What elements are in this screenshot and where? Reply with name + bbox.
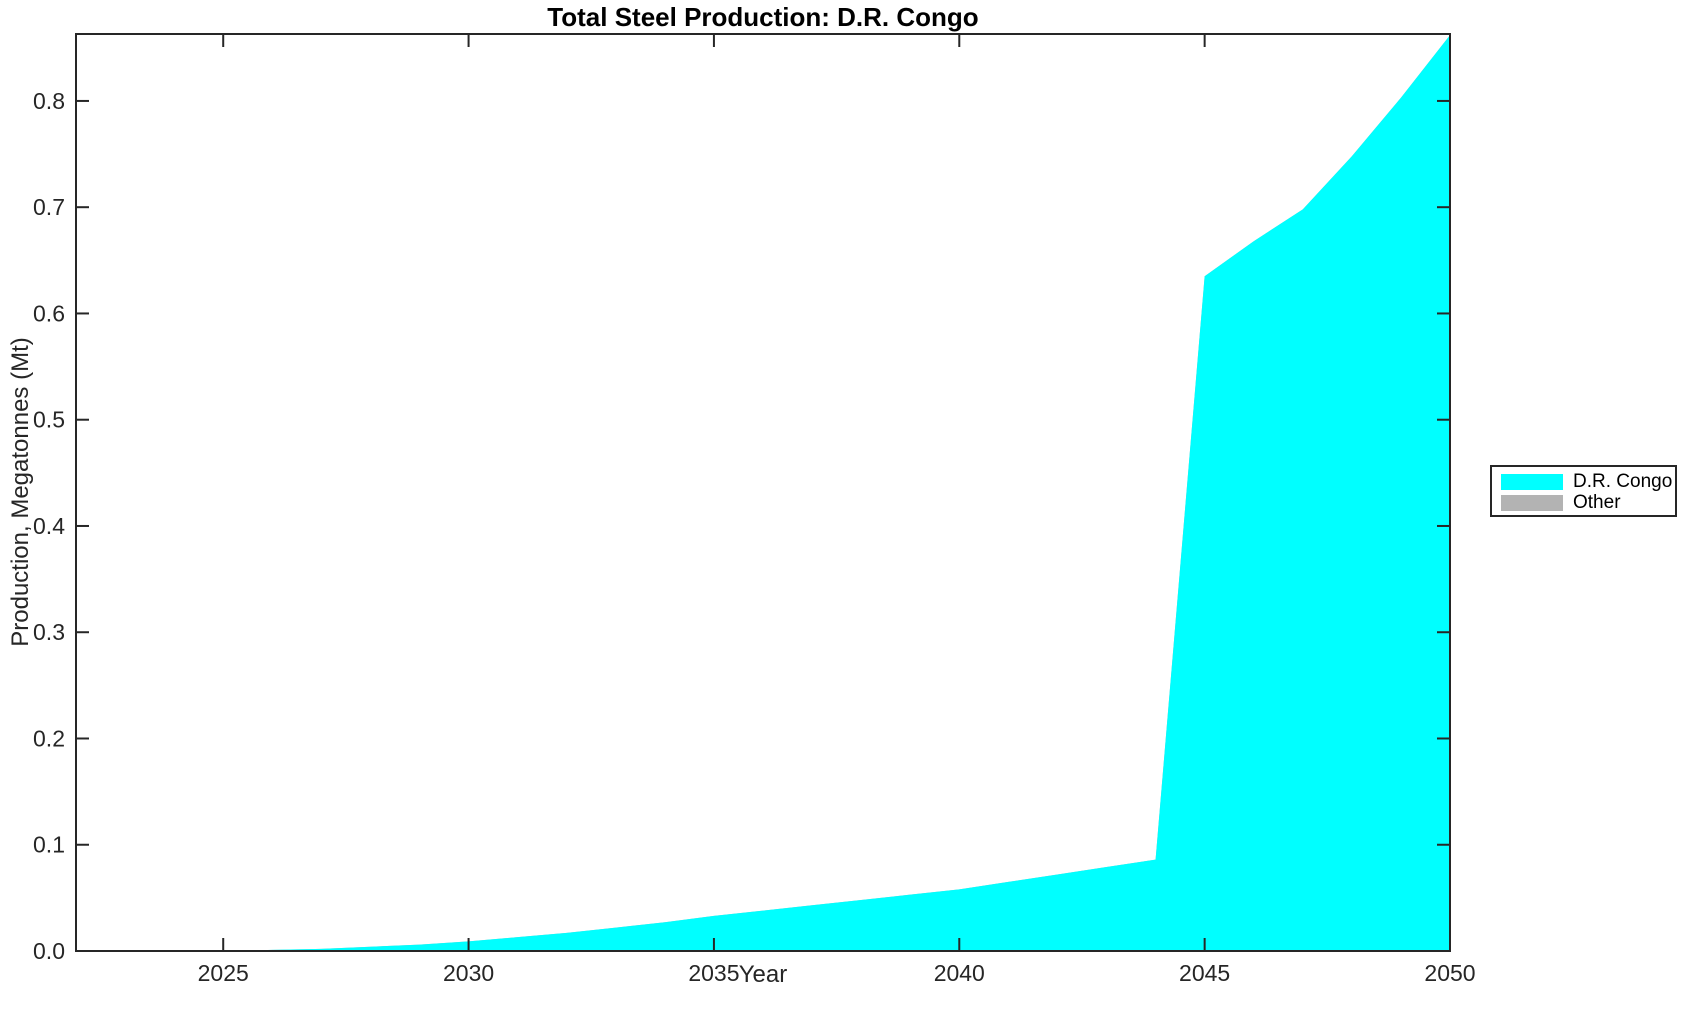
x-tick-label: 2025: [198, 960, 249, 986]
tick-label-layer: 2025 2030 2035 2040 2045 2050 0.0 0.1 0.2 0.3 0.4 0…: [33, 88, 1476, 986]
x-tick-label: 2045: [1179, 960, 1230, 986]
y-tick-label: 0.1: [33, 832, 65, 858]
legend-label-dr-congo: D.R. Congo: [1573, 471, 1673, 492]
axes-layer: [75, 33, 1451, 952]
legend: D.R. Congo Other: [1490, 465, 1677, 517]
legend-label-other: Other: [1573, 492, 1621, 513]
y-tick-label: 0.4: [33, 513, 65, 539]
area-d-r-congo: [223, 35, 1451, 952]
y-tick-label: 0.6: [33, 300, 65, 326]
x-tick-label: 2030: [443, 960, 494, 986]
legend-item-dr-congo: D.R. Congo: [1501, 471, 1675, 492]
legend-swatch-dr-congo: [1501, 473, 1563, 490]
y-tick-label: 0.5: [33, 407, 65, 433]
x-axis-label: Year: [738, 961, 788, 988]
y-tick-label: 0.2: [33, 725, 65, 751]
axes-box: [75, 33, 1451, 952]
x-tick-label: 2040: [934, 960, 985, 986]
x-tick-label: 2035: [688, 960, 739, 986]
y-tick-label: 0.3: [33, 619, 65, 645]
y-tick-label: 0.0: [33, 938, 65, 964]
chart-title: Total Steel Production: D.R. Congo: [547, 2, 979, 32]
y-tick-label: 0.8: [33, 88, 65, 114]
x-tick-label: 2050: [1424, 960, 1475, 986]
legend-item-other: Other: [1501, 492, 1675, 513]
legend-swatch-other: [1501, 494, 1563, 511]
area-series-layer: [223, 35, 1451, 952]
y-tick-label: 0.7: [33, 194, 65, 220]
